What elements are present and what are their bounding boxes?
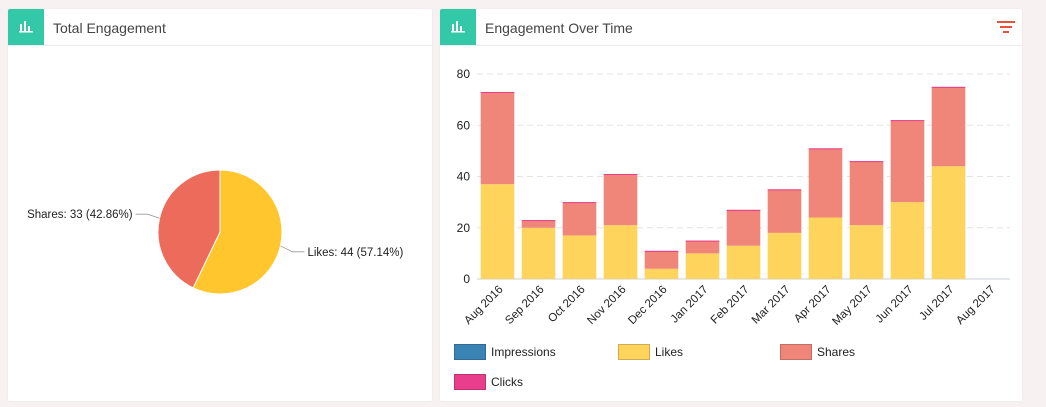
x-tick-label: Aug 2016 [462, 284, 505, 327]
bar-likes-oct-2016[interactable] [562, 235, 597, 279]
pie-label-likes: Likes: 44 (57.14%) [307, 247, 403, 259]
x-tick-label: Jan 2017 [669, 284, 711, 326]
x-tick-label: Nov 2016 [585, 284, 628, 327]
x-tick-label: Dec 2016 [626, 284, 669, 327]
x-tick-label: Mar 2017 [750, 284, 793, 327]
legend-label: Shares [817, 345, 856, 359]
pie-label-line [280, 245, 305, 253]
legend-swatch [454, 344, 486, 360]
total-engagement-panel: Total Engagement Likes: 44 (57.14%) Share… [8, 9, 432, 401]
pie-label-shares: Shares: 33 (42.86%) [27, 209, 133, 221]
panel-title: Total Engagement [53, 20, 166, 36]
x-tick-label: May 2017 [830, 284, 874, 328]
legend-swatch [618, 344, 650, 360]
bar-chart-icon [440, 9, 476, 45]
legend-label: Clicks [491, 375, 523, 389]
panel-header: Total Engagement [8, 9, 432, 46]
legend-label: Likes [655, 345, 684, 359]
pie-slice-likes[interactable] [192, 169, 283, 295]
panel-header: Engagement Over Time [440, 9, 1022, 46]
x-tick-label: Feb 2017 [709, 284, 752, 327]
bar-shares-sep-2016[interactable] [521, 220, 556, 228]
pie-chart: Likes: 44 (57.14%) Shares: 33 (42.86%) [27, 169, 404, 295]
bar-likes-aug-2016[interactable] [480, 184, 515, 279]
pie-label-line [135, 213, 160, 219]
bar-likes-jan-2017[interactable] [685, 253, 720, 279]
bar-likes-jul-2017[interactable] [931, 166, 966, 279]
bar-shares-aug-2016[interactable] [480, 91, 515, 185]
x-tick-label: Jun 2017 [874, 284, 916, 326]
chart-legend: Impressions Likes Shares Clicks [454, 343, 1014, 399]
bar-chart-icon [8, 9, 44, 45]
bar-shares-dec-2016[interactable] [644, 250, 679, 269]
legend-swatch [780, 344, 812, 360]
x-tick-label: Oct 2016 [546, 284, 587, 325]
y-tick-label: 0 [463, 272, 470, 286]
bar-shares-may-2017[interactable] [849, 161, 884, 226]
y-tick-label: 60 [457, 118, 471, 132]
x-tick-label: Aug 2017 [954, 284, 997, 327]
bar-shares-oct-2016[interactable] [562, 202, 597, 236]
bar-shares-jul-2017[interactable] [931, 86, 966, 167]
bar-likes-nov-2016[interactable] [603, 225, 638, 279]
x-tick-label: Sep 2016 [503, 284, 546, 327]
filter-icon[interactable] [996, 19, 1016, 35]
bar-shares-jun-2017[interactable] [890, 120, 925, 203]
legend-swatch [454, 374, 486, 390]
y-tick-label: 40 [457, 170, 471, 184]
bar-shares-apr-2017[interactable] [808, 148, 843, 218]
legend-label: Impressions [491, 345, 556, 359]
y-tick-label: 20 [457, 221, 471, 235]
bar-shares-feb-2017[interactable] [726, 209, 761, 246]
y-tick-label: 80 [457, 67, 471, 81]
x-tick-label: Apr 2017 [792, 284, 833, 325]
panel-title: Engagement Over Time [485, 20, 633, 36]
bar-likes-feb-2017[interactable] [726, 245, 761, 279]
bar-shares-mar-2017[interactable] [767, 189, 802, 233]
x-tick-label: Jul 2017 [917, 284, 956, 323]
bar-likes-may-2017[interactable] [849, 225, 884, 279]
bar-shares-nov-2016[interactable] [603, 173, 638, 226]
bar-likes-jun-2017[interactable] [890, 202, 925, 279]
bar-likes-dec-2016[interactable] [644, 268, 679, 279]
bar-likes-mar-2017[interactable] [767, 232, 802, 279]
bar-likes-apr-2017[interactable] [808, 217, 843, 280]
bar-likes-sep-2016[interactable] [521, 227, 556, 279]
engagement-over-time-panel: Engagement Over Time 0 20 40 60 80 Aug 2016 Se… [440, 9, 1022, 401]
bar-shares-jan-2017[interactable] [685, 240, 720, 254]
